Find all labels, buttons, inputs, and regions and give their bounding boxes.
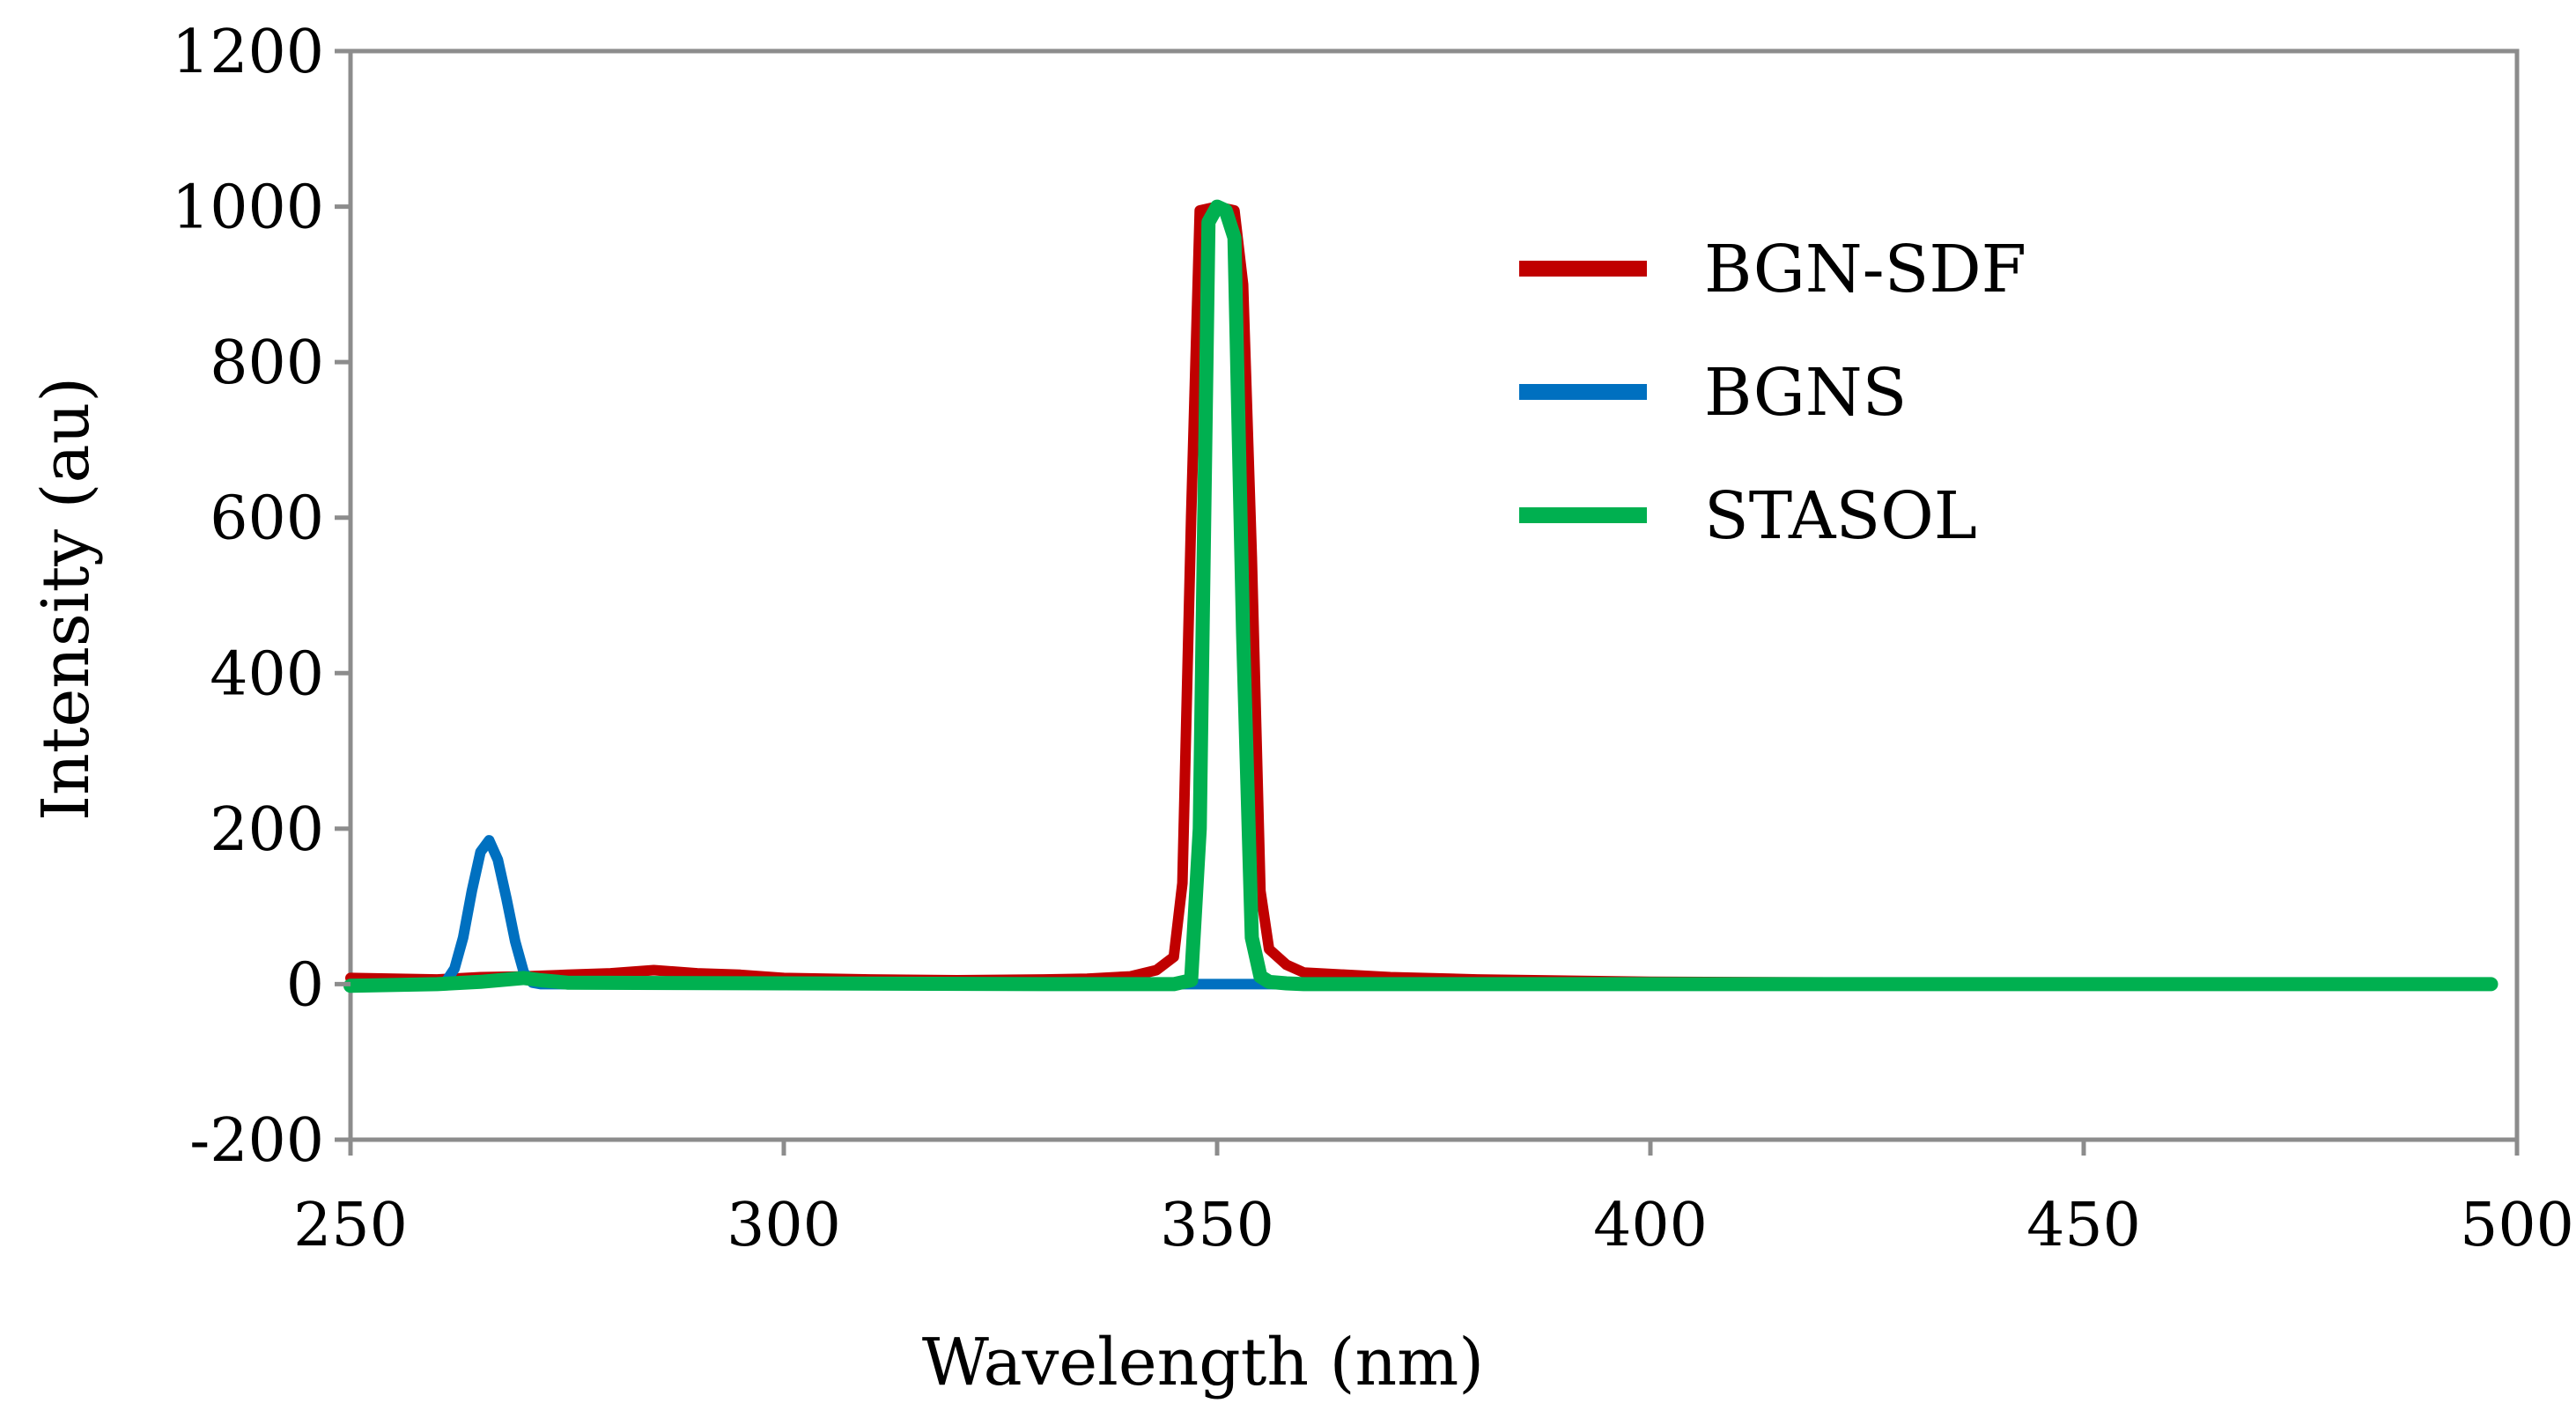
x-tick-label: 250 [293, 1191, 408, 1260]
y-axis-title: Intensity (au) [28, 377, 104, 821]
y-tick-label: 1000 [172, 174, 324, 243]
series-line-bgns [345, 835, 2497, 990]
series-line-bgn-sdf [345, 201, 2497, 990]
series-layer [343, 199, 2498, 993]
y-tick-label: -200 [189, 1106, 324, 1176]
y-tick-label: 200 [210, 795, 324, 865]
x-tick-label: 450 [2026, 1191, 2141, 1260]
legend-label-bgn-sdf: BGN-SDF [1704, 232, 2026, 307]
x-tick-label: 500 [2460, 1191, 2574, 1260]
legend-label-stasol: STASOL [1704, 478, 1977, 554]
x-tick-label: 300 [727, 1191, 841, 1260]
series-line-stasol [343, 199, 2498, 993]
y-tick-label: 1200 [172, 18, 324, 87]
y-tick-label: 0 [286, 950, 324, 1020]
x-tick-label: 350 [1160, 1191, 1274, 1260]
tick-layer: -200 0 200 400 600 800 1000 1200 250 300 350 400 450… [172, 18, 2574, 1260]
x-tick-label: 400 [1593, 1191, 1708, 1260]
y-tick-label: 600 [210, 484, 324, 554]
legend: BGN-SDF BGNS STASOL [1519, 232, 2026, 554]
y-tick-label: 400 [210, 639, 324, 709]
y-tick-label: 800 [210, 329, 324, 398]
legend-label-bgns: BGNS [1704, 355, 1907, 431]
plot-border [348, 48, 2520, 1142]
plot-frame [348, 48, 2520, 1142]
x-axis-title: Wavelength (nm) [922, 1325, 1484, 1400]
